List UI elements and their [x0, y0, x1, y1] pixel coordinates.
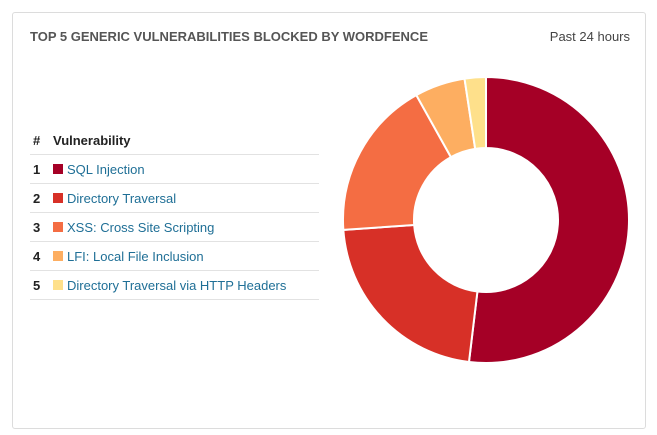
table-row: 4 LFI: Local File Inclusion [30, 242, 319, 271]
legend-swatch [53, 193, 63, 203]
vulnerability-link[interactable]: SQL Injection [67, 161, 145, 177]
donut-segment [342, 93, 453, 231]
table-row: 5 Directory Traversal via HTTP Headers [30, 271, 319, 300]
rank: 1 [33, 161, 41, 177]
rank: 4 [33, 248, 41, 264]
vulnerability-link[interactable]: XSS: Cross Site Scripting [67, 219, 215, 235]
rank: 2 [33, 190, 41, 206]
vulnerability-link[interactable]: Directory Traversal [67, 190, 177, 206]
column-header: # [33, 132, 41, 148]
widget-title: TOP 5 GENERIC VULNERABILITIES BLOCKED BY… [30, 29, 428, 44]
rank: 5 [33, 277, 41, 293]
vulnerability-link[interactable]: LFI: Local File Inclusion [67, 248, 204, 264]
time-period: Past 24 hours [549, 29, 630, 44]
rank: 3 [33, 219, 41, 235]
legend-swatch [53, 222, 63, 232]
legend-table: # Vulnerability 1 SQL Injection 2 Directory… [30, 126, 319, 300]
donut-segment [463, 75, 487, 150]
donut-segment [467, 75, 630, 364]
widget-card: TOP 5 GENERIC VULNERABILITIES BLOCKED BY… [12, 12, 646, 429]
table-header: # Vulnerability [30, 126, 319, 155]
legend-swatch [53, 251, 63, 261]
table-row: 3 XSS: Cross Site Scripting [30, 213, 319, 242]
legend-swatch [53, 164, 63, 174]
table-row: 1 SQL Injection [30, 155, 319, 184]
vulnerability-link[interactable]: Directory Traversal via HTTP Headers [67, 277, 287, 293]
legend-swatch [53, 280, 63, 290]
table-row: 2 Directory Traversal [30, 184, 319, 213]
column-header: Vulnerability [53, 132, 131, 148]
donut-segment [342, 223, 479, 364]
